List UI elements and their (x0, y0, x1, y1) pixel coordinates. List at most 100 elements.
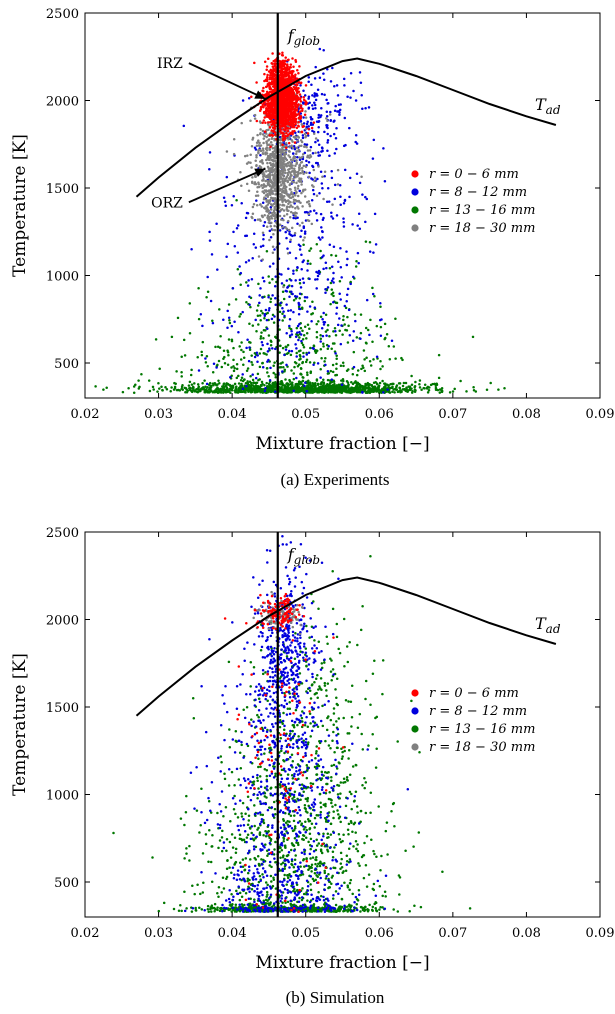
data-point (283, 199, 286, 202)
data-point (261, 343, 264, 347)
data-point (321, 175, 324, 178)
data-point (274, 103, 278, 106)
data-point (197, 317, 201, 321)
data-point (338, 292, 341, 296)
data-point (300, 130, 304, 134)
data-point (388, 391, 392, 394)
data-point (236, 251, 240, 254)
data-point (322, 345, 325, 348)
data-point (307, 80, 310, 83)
data-point (190, 247, 193, 251)
data-point (270, 153, 274, 156)
data-point (271, 163, 275, 167)
data-point (340, 383, 344, 387)
data-point (177, 388, 180, 392)
data-point (270, 82, 274, 86)
data-point (297, 303, 301, 306)
data-point (408, 385, 412, 388)
data-point (235, 388, 238, 392)
data-point (334, 104, 337, 108)
data-point (297, 125, 300, 128)
data-point (389, 386, 392, 390)
data-point (267, 105, 271, 108)
data-point (255, 199, 258, 202)
data-point (269, 300, 272, 304)
data-point (314, 98, 318, 102)
data-point (291, 140, 294, 143)
data-point (282, 366, 285, 369)
data-point (315, 330, 319, 334)
data-point (363, 369, 367, 373)
data-point (294, 335, 298, 338)
data-point (270, 136, 274, 140)
data-point (286, 127, 289, 130)
data-point (331, 363, 335, 367)
data-point (315, 194, 319, 198)
data-point (268, 125, 272, 129)
data-point (282, 285, 285, 289)
data-point (312, 121, 316, 124)
data-point (350, 381, 353, 384)
data-point (291, 146, 295, 150)
data-point (300, 306, 304, 310)
data-point (301, 136, 305, 140)
data-point (335, 357, 338, 360)
data-point (326, 378, 330, 382)
data-point (287, 267, 290, 271)
data-point (249, 119, 252, 123)
data-point (319, 368, 322, 371)
data-point (286, 87, 290, 91)
data-point (257, 182, 261, 186)
data-point (278, 195, 282, 199)
data-point (283, 59, 287, 63)
data-point (268, 102, 271, 105)
data-point (315, 335, 319, 339)
data-point (322, 382, 326, 386)
data-point (271, 189, 274, 193)
data-point (319, 340, 322, 343)
data-point (304, 381, 307, 384)
data-point (320, 182, 324, 185)
data-point (293, 365, 296, 369)
data-point (319, 348, 323, 351)
data-point (190, 383, 194, 386)
data-point (368, 250, 372, 253)
data-point (288, 215, 292, 219)
data-point (246, 154, 249, 157)
data-point (295, 90, 299, 93)
data-point (259, 245, 263, 248)
data-point (294, 86, 298, 89)
data-point (263, 101, 266, 104)
data-point (269, 196, 273, 200)
data-point (280, 183, 283, 186)
data-point (319, 337, 323, 340)
data-point (278, 214, 282, 218)
data-point (272, 176, 275, 180)
data-point (238, 345, 241, 348)
data-point (253, 352, 257, 355)
data-point (227, 353, 230, 357)
data-point (208, 386, 212, 390)
data-point (302, 281, 306, 284)
data-point (262, 191, 266, 195)
data-point (259, 132, 262, 136)
data-point (358, 388, 362, 391)
data-point (230, 388, 234, 392)
data-point (197, 386, 200, 390)
data-point (322, 267, 325, 271)
data-point (247, 383, 251, 387)
data-point (262, 149, 265, 152)
data-point (264, 170, 268, 173)
data-point (306, 132, 310, 135)
data-point (292, 177, 295, 181)
data-point (361, 384, 364, 388)
data-point (300, 229, 303, 233)
data-point (269, 344, 273, 347)
data-point (243, 389, 247, 393)
data-point (317, 391, 321, 394)
data-point (274, 180, 277, 183)
data-point (226, 389, 230, 392)
data-point (302, 259, 305, 262)
data-point (338, 108, 342, 112)
data-point (308, 389, 312, 393)
